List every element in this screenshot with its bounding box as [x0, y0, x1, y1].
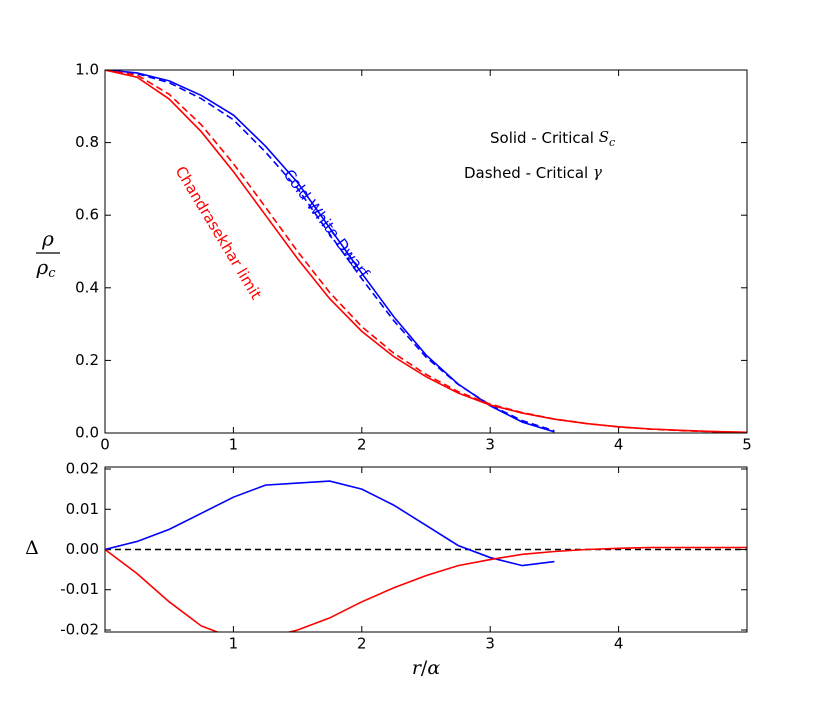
y-label-numerator: ρ	[41, 227, 54, 251]
y-label-denominator-sub: c	[48, 266, 56, 281]
y-tick-label: -0.02	[60, 620, 99, 638]
y-tick-label: -0.01	[60, 580, 99, 598]
y-tick-label: 0.2	[75, 351, 99, 369]
axes-frame	[104, 69, 748, 434]
annotation: Dashed - Critical γ	[464, 163, 602, 182]
x-tick-label: 4	[614, 635, 624, 653]
curve-label: Chandrasekhar limit	[172, 163, 266, 303]
plot-area	[105, 480, 747, 632]
curve-label: Cold White Dwarf	[280, 166, 374, 282]
plot-area	[105, 70, 747, 433]
x-tick-label: 3	[485, 635, 495, 653]
curve	[105, 70, 555, 432]
x-tick-label: 4	[614, 436, 624, 454]
y-tick-label: 0.8	[75, 133, 99, 151]
x-axis-label: r/α	[412, 657, 441, 679]
y-tick-label: 0.0	[75, 424, 99, 442]
y-tick-label: 0.02	[66, 460, 99, 478]
x-tick-label: 1	[229, 436, 239, 454]
x-tick-label: 3	[485, 436, 495, 454]
y-axis-label: ρρc	[35, 227, 60, 281]
x-tick-label: 5	[742, 436, 752, 454]
x-label-a: r	[412, 657, 423, 679]
x-tick-label: 1	[229, 635, 239, 653]
y-tick-label: 1.0	[75, 61, 99, 79]
annotation-text: Solid - Critical	[490, 129, 599, 147]
x-tick-label: 2	[357, 635, 367, 653]
y-tick-label: 0.01	[66, 500, 99, 518]
annotation-text: Dashed - Critical	[464, 164, 593, 182]
y-tick-label: 0.00	[66, 540, 99, 558]
annotation-math: S	[599, 128, 609, 146]
curve	[105, 70, 555, 433]
y-label-denominator: ρc	[35, 255, 56, 281]
y-tick-label: 0.4	[75, 278, 99, 296]
x-label-sep: /	[421, 657, 428, 679]
x-tick-label: 2	[357, 436, 367, 454]
annotation-math: γ	[593, 163, 602, 181]
curve	[105, 546, 747, 632]
axes-frame	[104, 466, 748, 633]
annotation-sub: c	[609, 136, 615, 149]
x-tick-label: 0	[100, 436, 110, 454]
annotation: Solid - Critical Sc	[490, 128, 615, 149]
curve	[105, 480, 555, 567]
y-axis-label: Δ	[25, 537, 39, 559]
curve	[105, 70, 747, 433]
x-label-b: α	[427, 657, 440, 679]
y-tick-label: 0.6	[75, 206, 99, 224]
y-label-denominator-symbol: ρ	[35, 255, 48, 279]
